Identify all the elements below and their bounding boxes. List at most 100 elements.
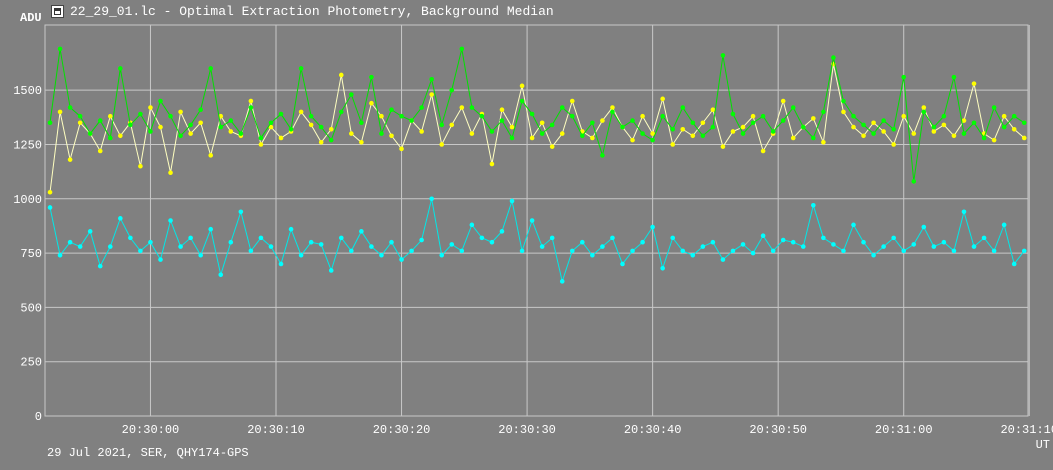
data-point-yellow <box>198 120 203 126</box>
data-point-green <box>951 74 957 80</box>
data-point-cyan <box>971 244 977 249</box>
data-point-cyan <box>1001 222 1007 228</box>
data-point-cyan <box>198 252 203 258</box>
data-point-green <box>208 66 214 71</box>
data-point-yellow <box>268 124 274 130</box>
data-point-green <box>539 131 545 136</box>
data-point-yellow <box>138 163 143 169</box>
data-point-green <box>971 120 977 126</box>
data-point-yellow <box>961 118 967 123</box>
data-point-yellow <box>359 140 364 145</box>
data-point-green <box>680 105 686 110</box>
data-point-yellow <box>590 135 595 141</box>
data-point-yellow <box>529 135 535 141</box>
data-point-cyan <box>419 237 424 243</box>
data-point-green <box>128 122 133 128</box>
data-point-yellow <box>951 133 957 139</box>
data-point-cyan <box>710 239 716 245</box>
data-point-yellow <box>650 131 655 136</box>
data-point-yellow <box>861 133 866 139</box>
data-point-cyan <box>650 224 655 230</box>
data-point-yellow <box>600 118 605 123</box>
data-point-green <box>901 74 907 80</box>
data-point-cyan <box>67 239 73 245</box>
data-point-yellow <box>760 148 766 154</box>
data-point-cyan <box>740 242 746 247</box>
data-point-green <box>1011 113 1017 119</box>
data-point-green <box>941 113 947 119</box>
data-point-green <box>549 122 555 128</box>
data-point-yellow <box>680 126 686 132</box>
data-point-yellow <box>449 122 455 128</box>
data-point-green <box>67 105 73 110</box>
data-point-green <box>379 131 384 136</box>
data-point-cyan <box>670 235 676 241</box>
data-point-cyan <box>770 248 776 254</box>
data-point-green <box>449 87 455 93</box>
data-point-yellow <box>710 107 716 113</box>
data-point-green <box>97 118 103 123</box>
data-point-yellow <box>730 129 736 134</box>
data-point-green <box>248 105 254 110</box>
data-point-yellow <box>258 142 264 147</box>
data-point-yellow <box>891 142 896 147</box>
chart-title-bar: 22_29_01.lc - Optimal Extraction Photome… <box>51 4 554 19</box>
data-point-cyan <box>750 250 756 256</box>
data-point-yellow <box>780 98 786 104</box>
data-point-green <box>47 120 53 126</box>
data-point-yellow <box>509 124 515 130</box>
data-point-yellow <box>851 124 856 130</box>
data-point-cyan <box>158 257 163 262</box>
data-point-yellow <box>1021 135 1027 141</box>
data-point-green <box>640 131 645 136</box>
data-point-green <box>168 113 173 119</box>
y-tick-label: 1250 <box>13 138 42 152</box>
data-point-green <box>529 111 535 117</box>
data-point-yellow <box>489 161 495 167</box>
data-point-cyan <box>841 248 846 254</box>
data-point-green <box>278 111 284 117</box>
data-point-cyan <box>318 242 324 247</box>
data-point-cyan <box>580 239 585 245</box>
y-axis-label: ADU <box>20 11 42 25</box>
data-point-yellow <box>208 153 214 158</box>
data-point-green <box>389 107 394 113</box>
data-point-yellow <box>77 120 83 126</box>
data-point-yellow <box>519 83 525 89</box>
data-point-yellow <box>911 131 917 136</box>
data-point-green <box>580 133 585 139</box>
data-point-green <box>419 105 424 110</box>
data-point-cyan <box>1011 261 1017 267</box>
data-point-cyan <box>559 279 565 284</box>
data-point-yellow <box>118 133 123 139</box>
data-point-cyan <box>981 235 987 241</box>
data-point-yellow <box>690 133 696 139</box>
data-point-green <box>861 122 866 128</box>
data-point-yellow <box>640 113 645 119</box>
plot-frame <box>44 24 1029 417</box>
data-point-cyan <box>389 239 394 245</box>
data-point-green <box>459 46 465 52</box>
data-point-cyan <box>118 216 123 221</box>
data-point-cyan <box>539 244 545 249</box>
data-point-green <box>569 113 575 119</box>
data-point-cyan <box>218 272 224 278</box>
data-point-green <box>610 109 615 115</box>
data-point-cyan <box>228 239 234 245</box>
data-point-yellow <box>660 96 665 102</box>
data-point-cyan <box>128 235 133 241</box>
data-point-green <box>851 113 856 119</box>
data-point-green <box>981 135 987 141</box>
data-point-green <box>218 124 224 130</box>
data-point-green <box>318 124 324 130</box>
data-point-green <box>891 126 896 132</box>
data-point-yellow <box>459 105 465 110</box>
data-point-green <box>409 118 414 123</box>
data-point-cyan <box>328 268 334 273</box>
data-point-green <box>670 126 676 132</box>
data-point-green <box>519 98 525 104</box>
data-point-green <box>57 46 63 52</box>
data-point-yellow <box>419 129 424 134</box>
data-point-cyan <box>499 229 505 234</box>
data-point-cyan <box>138 248 143 254</box>
